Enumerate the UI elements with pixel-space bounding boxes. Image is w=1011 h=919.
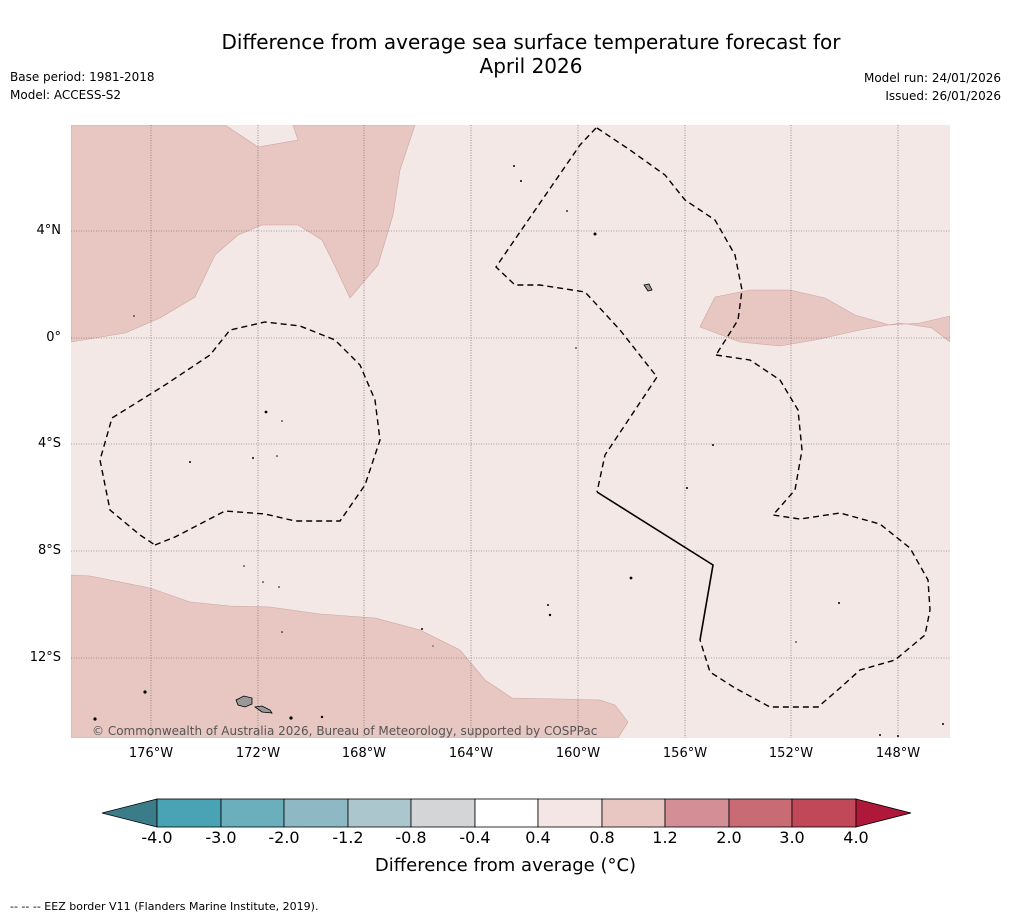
lat-label-4n: 4°N <box>36 223 62 238</box>
eez-samoa-tokelau <box>99 321 381 546</box>
colorbar-tick-10: 2.0 <box>716 828 742 847</box>
base-period: Base period: 1981-2018 <box>10 70 155 84</box>
anomaly-region-southwest <box>71 574 629 738</box>
lon-label-152w: 152°W <box>768 746 814 761</box>
model-name: Model: ACCESS-S2 <box>10 88 122 102</box>
copyright-notice: © Commonwealth of Australia 2026, Bureau… <box>92 724 598 738</box>
colorbar-bin-10 <box>728 798 793 828</box>
lon-label-148w: 148°W <box>875 746 921 761</box>
lat-label-equator: 0° <box>46 330 61 345</box>
colorbar-bin-11 <box>791 798 857 828</box>
colorbar-tick-12: 4.0 <box>843 828 869 847</box>
eez-line-islands-east <box>596 127 743 356</box>
colorbar-bin-4 <box>347 798 412 828</box>
title-line-2: April 2026 <box>479 54 583 78</box>
colorbar-bin-5 <box>410 798 476 828</box>
lat-label-8s: 8°S <box>37 543 61 558</box>
colorbar-tick-11: 3.0 <box>779 828 805 847</box>
lon-label-172w: 172°W <box>235 746 281 761</box>
lon-label-176w: 176°W <box>128 746 174 761</box>
island-savaii <box>235 695 253 708</box>
colorbar-bin-7 <box>537 798 603 828</box>
colorbar-tick-7: 0.4 <box>525 828 551 847</box>
colorbar-bin-2 <box>220 798 285 828</box>
islets <box>93 165 944 737</box>
colorbar-high-extend <box>855 798 912 828</box>
colorbar-tick-5: -0.8 <box>395 828 427 847</box>
colorbar-bin-8 <box>601 798 666 828</box>
issued-date: Issued: 26/01/2026 <box>885 89 1001 103</box>
colorbar <box>101 798 912 828</box>
eez-borders <box>99 127 931 708</box>
lat-label-4s: 4°S <box>37 436 61 451</box>
model-run: Model run: 24/01/2026 <box>863 71 1001 85</box>
lon-label-168w: 168°W <box>341 746 387 761</box>
colorbar-tick-1: -4.0 <box>141 828 173 847</box>
colorbar-tick-8: 0.8 <box>589 828 615 847</box>
meta-left: Base period: 1981-2018 Model: ACCESS-S2 <box>10 68 155 104</box>
colorbar-tick-3: -2.0 <box>268 828 300 847</box>
meta-right: Model run: 24/01/2026 Issued: 26/01/2026 <box>864 69 1001 105</box>
island-kiritimati <box>643 283 653 292</box>
colorbar-bin-6 <box>474 798 539 828</box>
colorbar-tick-4: -1.2 <box>332 828 364 847</box>
title-line-1: Difference from average sea surface temp… <box>221 30 841 54</box>
eez-footnote: -- -- -- EEZ border V11 (Flanders Marine… <box>10 900 319 913</box>
lon-label-160w: 160°W <box>555 746 601 761</box>
graticule <box>71 125 950 738</box>
lon-label-164w: 164°W <box>448 746 494 761</box>
anomaly-region-northwest <box>71 125 416 343</box>
map-area <box>71 125 950 738</box>
colorbar-tick-9: 1.2 <box>652 828 678 847</box>
map-title: Difference from average sea surface temp… <box>0 30 1011 78</box>
eez-solid-segment <box>596 491 714 641</box>
islands <box>93 165 944 737</box>
eez-line-islands-north <box>495 127 658 493</box>
colorbar-low-extend <box>101 798 158 828</box>
island-upolu <box>253 705 273 714</box>
anomaly-region-east <box>699 289 950 347</box>
eez-french-polynesia <box>699 354 931 708</box>
lon-label-156w: 156°W <box>662 746 708 761</box>
colorbar-bin-3 <box>283 798 349 828</box>
colorbar-title: Difference from average (°C) <box>374 855 637 876</box>
lat-label-12s: 12°S <box>29 650 61 665</box>
colorbar-bin-1 <box>156 798 222 828</box>
colorbar-bin-9 <box>664 798 730 828</box>
colorbar-tick-2: -3.0 <box>205 828 237 847</box>
colorbar-tick-6: -0.4 <box>459 828 491 847</box>
